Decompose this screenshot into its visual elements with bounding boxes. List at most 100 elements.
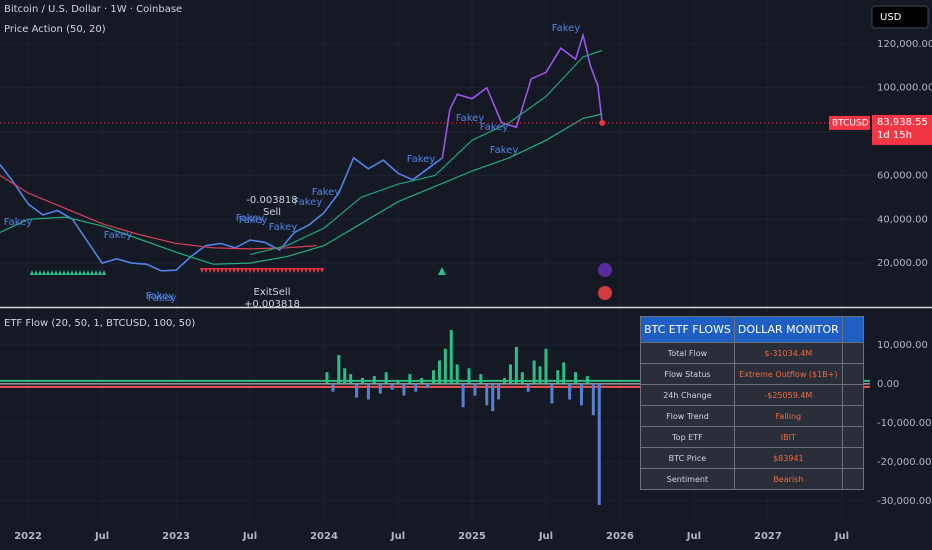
sell-signal (208, 268, 212, 273)
flow-bar (556, 370, 560, 384)
flow-bar (355, 383, 359, 398)
sell-signal (200, 268, 204, 273)
currency-label[interactable]: USD (880, 12, 902, 23)
fakey-label: Fakey (312, 187, 341, 198)
buy-signal (98, 270, 102, 275)
price-line (249, 49, 603, 255)
flow-bar (550, 383, 554, 404)
y-tick-label: 60,000.00 (877, 170, 928, 181)
table-header: BTC ETF FLOWS DOLLAR MONITOR (640, 316, 865, 343)
y-tick-label: 20,000.00 (877, 258, 928, 269)
flow-bar (579, 383, 583, 406)
fakey-label: Fakey (148, 293, 177, 304)
table-value: IBIT (733, 426, 843, 448)
table-icon (841, 405, 865, 427)
table-icon (841, 468, 865, 490)
x-tick-label: 2024 (310, 531, 338, 542)
flow-bar (562, 362, 566, 384)
x-tick-label: 2027 (754, 531, 782, 542)
fakey-label: Fakey (456, 113, 485, 124)
sell-signal (316, 268, 320, 273)
table-value: -$25059.4M (733, 384, 843, 406)
x-tick-label: Jul (242, 531, 257, 542)
table-icon (841, 316, 865, 343)
sell-signal (220, 268, 224, 273)
sell-signal (236, 268, 240, 273)
flow-bar (591, 383, 595, 416)
buy-signal (38, 270, 42, 275)
sell-signal (300, 268, 304, 273)
price-line (0, 113, 603, 265)
buy-signal (34, 270, 38, 275)
table-label: Flow Status (640, 363, 735, 385)
sell-signal (292, 268, 296, 273)
flow-bar (396, 380, 400, 384)
x-tick-label: 2023 (162, 531, 190, 542)
sell-label: Sell (263, 207, 281, 218)
flow-bar (485, 383, 489, 406)
flow-bar (426, 383, 430, 388)
sell-signal (320, 268, 324, 273)
flow-bar (574, 372, 578, 384)
fakey-label: Fakey (480, 122, 509, 133)
flow-bar (337, 355, 341, 384)
fakey-label: Fakey (236, 213, 265, 224)
sell-signal (268, 268, 272, 273)
sell-signal (280, 268, 284, 273)
flow-bar (508, 364, 512, 384)
buy-signal (58, 270, 62, 275)
flow-bar (497, 383, 501, 400)
event-icon (598, 286, 612, 300)
table-row: Top ETF IBIT (640, 426, 865, 448)
table-row: Sentiment Bearish (640, 468, 865, 490)
table-icon (841, 363, 865, 385)
sell-signal (264, 268, 268, 273)
table-icon (841, 447, 865, 469)
buy-signal (78, 270, 82, 275)
indicator-title: ETF Flow (20, 50, 1, BTCUSD, 100, 50) (4, 318, 195, 329)
x-tick-label: 2026 (606, 531, 634, 542)
table-label: Top ETF (640, 426, 735, 448)
price-badge (872, 114, 932, 145)
table-row: Flow Status Extreme Outflow ($1B+) (640, 363, 865, 385)
y-tick-label: 100,000.00 (877, 83, 932, 94)
y-tick-label: 120,000.00 (877, 39, 932, 50)
sell-signal (304, 268, 308, 273)
flow-bar (467, 368, 471, 384)
flow-bar (408, 374, 412, 384)
buy-signal (74, 270, 78, 275)
buy-signal (94, 270, 98, 275)
flow-bar (432, 370, 436, 384)
sell-signal (216, 268, 220, 273)
flow-bar (437, 360, 441, 384)
exit-sell-label: ExitSell (254, 287, 291, 298)
x-tick-label: Jul (390, 531, 405, 542)
sell-signal (256, 268, 260, 273)
table-label: Total Flow (640, 342, 735, 364)
table-value: Falling (733, 405, 843, 427)
buy-signal (62, 270, 66, 275)
table-label: 24h Change (640, 384, 735, 406)
table-label: Flow Trend (640, 405, 735, 427)
fakey-label: Fakey (294, 197, 323, 208)
table-icon (841, 384, 865, 406)
flow-bar (443, 348, 447, 384)
flow-bar (378, 383, 382, 394)
flow-bar (325, 372, 329, 384)
fakey-label: Fakey (239, 215, 268, 226)
table-row: 24h Change -$25059.4M (640, 384, 865, 406)
table-value: Extreme Outflow ($1B+) (733, 363, 843, 385)
buy-signal (50, 270, 54, 275)
chart-title: Bitcoin / U.S. Dollar · 1W · Coinbase (4, 4, 182, 15)
x-tick-label: Jul (94, 531, 109, 542)
y-tick-label: 0.00 (877, 379, 899, 390)
flow-bar (491, 383, 495, 412)
flow-bar (538, 366, 542, 384)
table-header-cell: DOLLAR MONITOR (733, 316, 843, 343)
sell-delta: -0.003818 (246, 195, 297, 206)
x-tick-label: Jul (538, 531, 553, 542)
last-price-label: 83,938.55 (877, 117, 928, 128)
currency-button[interactable] (871, 5, 929, 29)
